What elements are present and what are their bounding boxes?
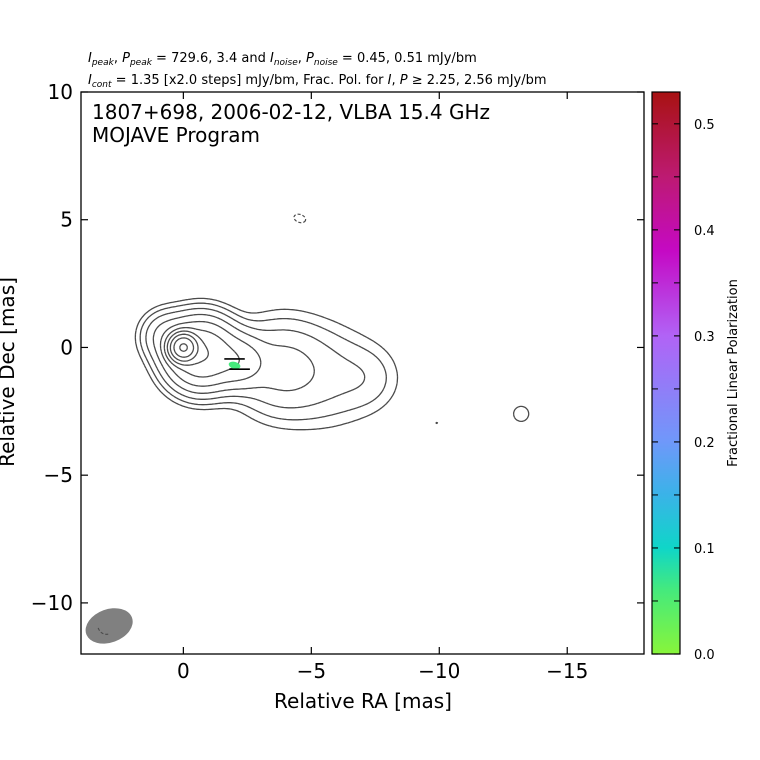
polarization-patch xyxy=(228,361,241,370)
x-tick-label: 0 xyxy=(177,659,190,683)
y-tick-label: 10 xyxy=(48,80,73,104)
contour-level xyxy=(152,313,315,394)
y-tick-label: 0 xyxy=(60,335,73,359)
contour-level xyxy=(139,302,387,421)
contour-level xyxy=(134,297,530,431)
x-tick-label: −10 xyxy=(418,659,460,683)
colorbar-fill xyxy=(652,92,680,654)
colorbar-tick-label: 0.4 xyxy=(694,224,715,239)
y-axis-ticks: 10 5 0 −5 −10 xyxy=(31,80,644,615)
contour-level xyxy=(159,320,262,387)
plot-area: 0 −5 −10 −15 10 5 0 −5 −10 1807+698, 2006-02-12… xyxy=(31,80,645,683)
negative-contour xyxy=(293,213,307,224)
colorbar-tick-label: 0.5 xyxy=(694,118,715,133)
colorbar-ticks: 0.0 0.1 0.2 0.3 0.4 0.5 xyxy=(652,118,715,663)
y-tick-label: −10 xyxy=(31,591,73,615)
x-axis-label: Relative RA [mas] xyxy=(274,689,452,713)
contour-level xyxy=(169,333,199,362)
contour-level xyxy=(166,330,209,366)
annotation-line-2: MOJAVE Program xyxy=(92,123,260,147)
contour-level xyxy=(163,326,240,378)
beam-layer xyxy=(85,608,133,644)
x-tick-label: −5 xyxy=(297,659,326,683)
colorbar-tick-label: 0.0 xyxy=(694,648,715,663)
x-tick-label: −15 xyxy=(546,659,588,683)
colorbar-tick-label: 0.3 xyxy=(694,330,715,345)
y-tick-label: −5 xyxy=(44,463,73,487)
contour-level xyxy=(179,343,188,352)
contour-layer xyxy=(134,213,530,431)
beam-ellipse xyxy=(85,608,133,644)
colorbar: 0.0 0.1 0.2 0.3 0.4 0.5 Fractional Linear Pol… xyxy=(651,91,741,663)
contour-level xyxy=(173,337,195,358)
y-axis-label: Relative Dec [mas] xyxy=(0,277,19,467)
header-line-2: Icont = 1.35 [x2.0 steps] mJy/bm, Frac. … xyxy=(88,73,547,90)
x-axis-ticks: 0 −5 −10 −15 xyxy=(177,92,588,683)
header-line-1: Ipeak, Ppeak = 729.6, 3.4 and Inoise, Pn… xyxy=(88,51,477,68)
contour-level xyxy=(145,307,366,409)
colorbar-label: Fractional Linear Polarization xyxy=(726,279,741,467)
y-tick-label: 5 xyxy=(60,208,73,232)
plot-frame xyxy=(80,91,645,655)
annotation-line-1: 1807+698, 2006-02-12, VLBA 15.4 GHz xyxy=(92,100,490,124)
beam-edge-contour xyxy=(97,627,111,635)
colorbar-frame xyxy=(651,91,681,655)
colorbar-tick-label: 0.1 xyxy=(694,542,715,557)
polarization-layer xyxy=(224,358,250,370)
colorbar-tick-label: 0.2 xyxy=(694,436,715,451)
